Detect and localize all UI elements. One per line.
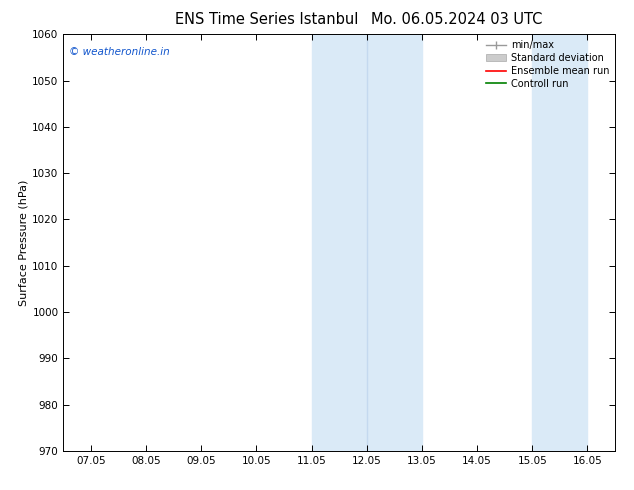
Text: ENS Time Series Istanbul: ENS Time Series Istanbul xyxy=(174,12,358,27)
Text: © weatheronline.in: © weatheronline.in xyxy=(69,47,170,57)
Bar xyxy=(312,34,367,451)
Y-axis label: Surface Pressure (hPa): Surface Pressure (hPa) xyxy=(18,179,28,306)
Bar xyxy=(366,34,422,451)
Text: Mo. 06.05.2024 03 UTC: Mo. 06.05.2024 03 UTC xyxy=(371,12,542,27)
Legend: min/max, Standard deviation, Ensemble mean run, Controll run: min/max, Standard deviation, Ensemble me… xyxy=(482,36,613,93)
Bar xyxy=(533,34,588,451)
